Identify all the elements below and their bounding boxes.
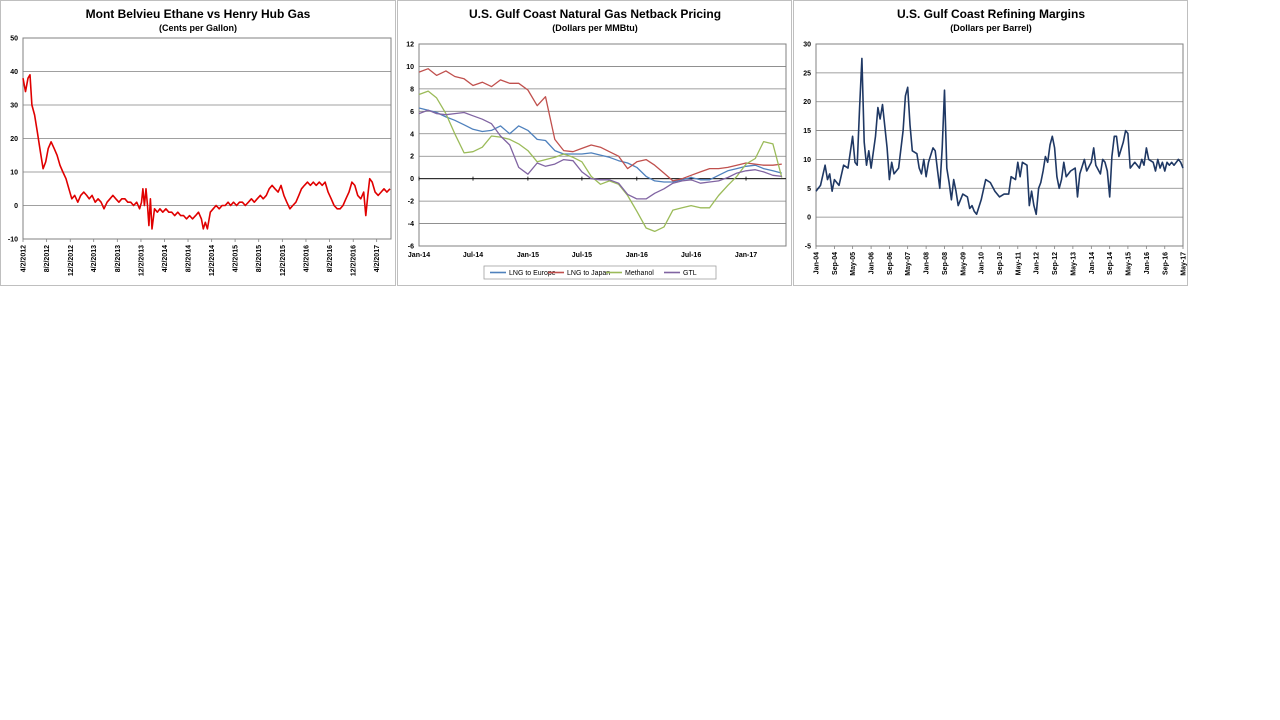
x-tick-label: Jan-17	[735, 252, 757, 259]
y-tick-label: 4	[410, 131, 414, 138]
chart-title: Mont Belvieu Ethane vs Henry Hub Gas	[86, 7, 311, 21]
y-tick-label: 15	[803, 128, 811, 135]
x-tick-label: 8/2/2014	[186, 245, 193, 272]
x-tick-label: Jul-16	[681, 252, 701, 259]
y-tick-label: 0	[14, 203, 18, 210]
x-tick-label: 4/2/2015	[233, 245, 240, 272]
y-tick-label: 10	[406, 64, 414, 71]
series-line-gtl	[418, 109, 782, 200]
plot-area	[418, 43, 787, 247]
netback-chart: U.S. Gulf Coast Natural Gas Netback Pric…	[406, 7, 787, 280]
x-tick-label: Sep-04	[832, 252, 839, 275]
x-tick-label: 4/2/2014	[162, 245, 169, 272]
y-tick-label: 20	[10, 136, 18, 143]
y-tick-label: 12	[406, 42, 414, 49]
series-line	[22, 74, 391, 230]
y-tick-label: 10	[10, 170, 18, 177]
y-tick-label: -4	[408, 221, 414, 228]
y-tick-label: -10	[8, 237, 18, 244]
netback-chart-panel: U.S. Gulf Coast Natural Gas Netback Pric…	[397, 0, 792, 286]
y-tick-label: 0	[807, 215, 811, 222]
y-tick-label: 25	[803, 70, 811, 77]
x-tick-label: 4/2/2016	[303, 245, 310, 272]
series-line-lng-to-europe	[418, 107, 782, 183]
x-tick-label: Sep-08	[942, 252, 949, 275]
x-tick-label: 8/2/2012	[44, 245, 51, 272]
x-tick-label: Sep-12	[1052, 252, 1059, 275]
y-tick-label: 50	[10, 36, 18, 43]
chart-title: U.S. Gulf Coast Refining Margins	[897, 7, 1085, 21]
x-tick-label: May-09	[960, 252, 967, 276]
x-tick-label: Jan-06	[869, 252, 876, 274]
chart-subtitle: (Dollars per MMBtu)	[552, 23, 638, 33]
refining-chart-panel: U.S. Gulf Coast Refining Margins (Dollar…	[793, 0, 1188, 286]
y-tick-label: 30	[10, 103, 18, 110]
x-tick-label: 12/2/2016	[351, 245, 358, 276]
legend-label: GTL	[683, 270, 697, 277]
x-tick-label: 4/2/2012	[21, 245, 28, 272]
chart-title: U.S. Gulf Coast Natural Gas Netback Pric…	[469, 7, 721, 21]
x-tick-label: 4/2/2017	[374, 245, 381, 272]
series-line-lng-to-japan	[418, 68, 782, 182]
x-tick-label: Jan-10	[979, 252, 986, 274]
y-tick-label: 2	[410, 154, 414, 161]
legend	[483, 265, 717, 280]
x-tick-label: May-07	[905, 252, 912, 276]
x-tick-label: 8/2/2013	[115, 245, 122, 272]
x-tick-label: Jul-14	[463, 252, 483, 259]
x-tick-label: Jan-12	[1034, 252, 1041, 274]
x-tick-label: Jan-14	[408, 252, 430, 259]
refining-chart: U.S. Gulf Coast Refining Margins (Dollar…	[803, 7, 1188, 276]
chart-subtitle: (Cents per Gallon)	[159, 23, 237, 33]
series-line-methanol	[418, 90, 783, 233]
legend-label: LNG to Europe	[509, 270, 556, 277]
x-tick-label: Sep-16	[1162, 252, 1169, 275]
ethane-chart-panel: Mont Belvieu Ethane vs Henry Hub Gas (Ce…	[0, 0, 396, 286]
x-tick-label: Jul-15	[572, 252, 592, 259]
chart-subtitle: (Dollars per Barrel)	[950, 23, 1032, 33]
x-tick-label: Sep-06	[887, 252, 894, 275]
x-tick-label: Sep-14	[1107, 252, 1114, 275]
legend-label: LNG to Japan	[567, 270, 610, 277]
x-tick-label: 12/2/2012	[68, 245, 75, 276]
x-tick-label: May-13	[1070, 252, 1077, 276]
y-tick-label: 0	[410, 176, 414, 183]
x-tick-label: Jan-15	[517, 252, 539, 259]
x-tick-label: May-05	[850, 252, 857, 276]
series-line	[815, 57, 1184, 216]
y-tick-label: -5	[805, 244, 811, 251]
y-tick-label: 8	[410, 86, 414, 93]
x-tick-label: 8/2/2015	[256, 245, 263, 272]
y-tick-label: 30	[803, 42, 811, 49]
y-tick-label: 10	[803, 157, 811, 164]
legend-label: Methanol	[625, 270, 654, 277]
y-tick-label: 20	[803, 99, 811, 106]
x-tick-label: Jan-08	[924, 252, 931, 274]
x-tick-label: 4/2/2013	[91, 245, 98, 272]
x-tick-label: Jan-16	[1144, 252, 1151, 274]
x-tick-label: 8/2/2016	[327, 245, 334, 272]
ethane-chart: Mont Belvieu Ethane vs Henry Hub Gas (Ce…	[8, 7, 392, 276]
x-tick-label: Jan-14	[1089, 252, 1096, 274]
x-tick-label: May-11	[1015, 252, 1022, 275]
y-tick-label: 6	[410, 109, 414, 116]
x-tick-label: May-15	[1125, 252, 1132, 276]
y-tick-label: 5	[807, 186, 811, 193]
x-tick-label: Jan-04	[814, 252, 821, 274]
x-tick-label: 12/2/2015	[280, 245, 287, 276]
x-tick-label: Sep-10	[997, 252, 1004, 275]
x-tick-label: 12/2/2014	[209, 245, 216, 276]
y-tick-label: -6	[408, 244, 414, 251]
x-tick-label: Jan-16	[626, 252, 648, 259]
x-tick-label: 12/2/2013	[138, 245, 145, 276]
x-tick-label: May-17	[1181, 252, 1188, 276]
y-tick-label: 40	[10, 69, 18, 76]
y-tick-label: -2	[408, 199, 414, 206]
